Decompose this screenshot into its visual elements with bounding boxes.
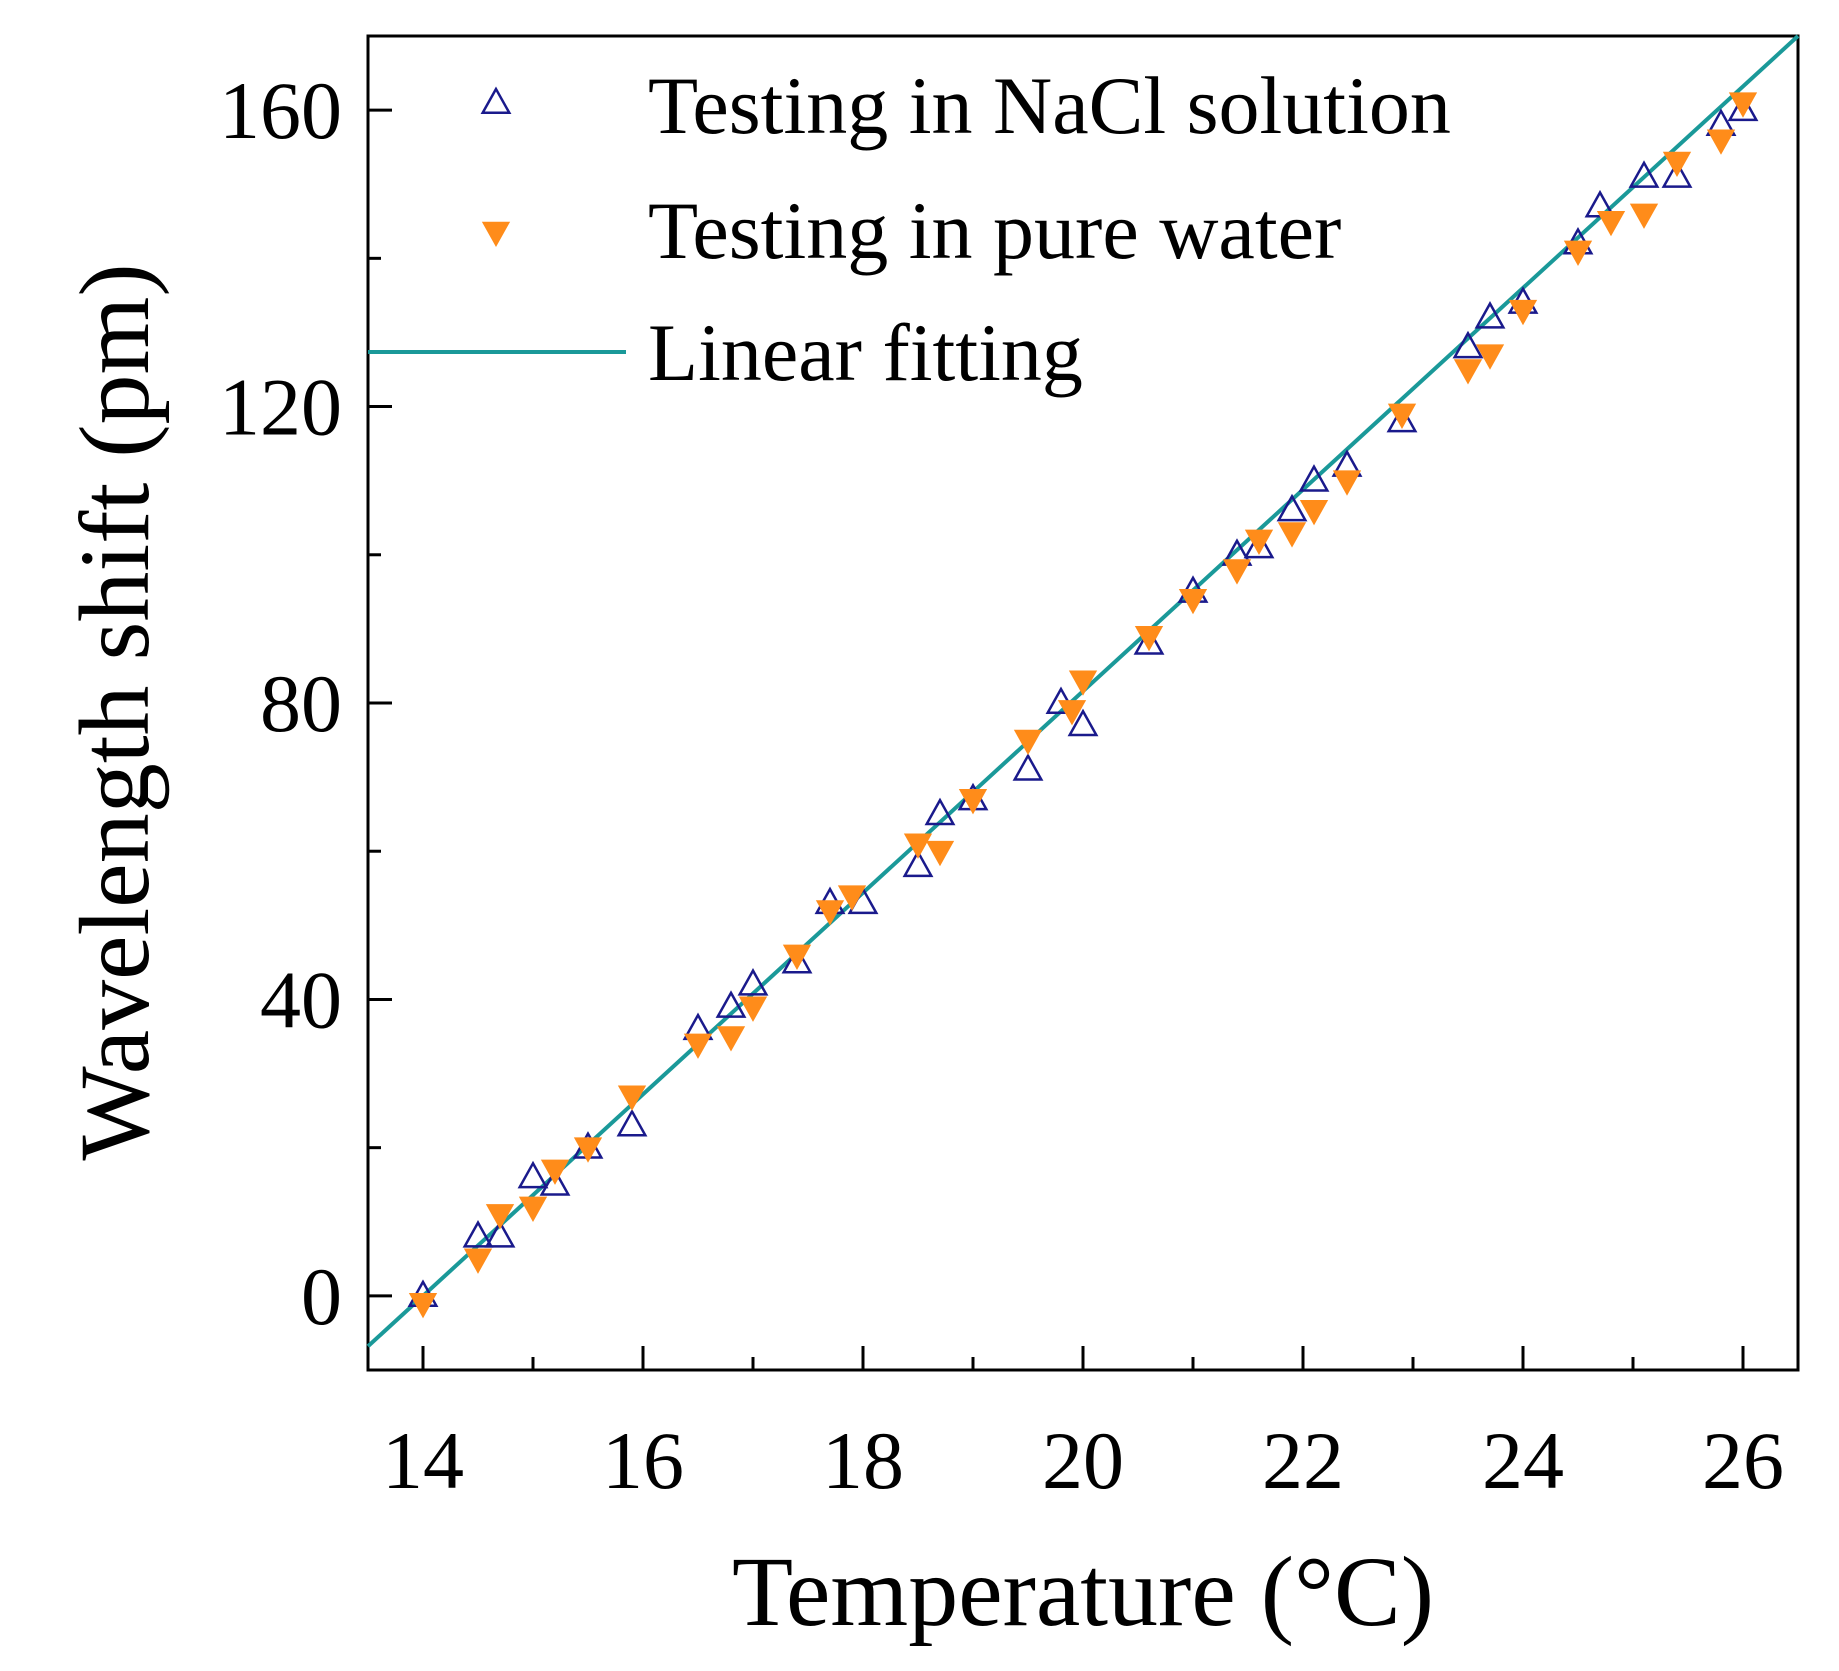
water-point (903, 833, 933, 859)
water-point (738, 996, 768, 1022)
legend-label-fit: Linear fitting (648, 307, 1083, 398)
water-point (1244, 529, 1274, 555)
water-point (573, 1137, 603, 1163)
water-point (1728, 92, 1758, 118)
legend-marker-nacl (480, 86, 512, 115)
x-tick-label: 18 (822, 1415, 904, 1506)
legend: Testing in NaCl solution Testing in pure… (368, 60, 1451, 398)
legend-label-nacl: Testing in NaCl solution (648, 60, 1451, 151)
water-point (1178, 588, 1208, 615)
y-tick-label: 80 (260, 658, 342, 749)
legend-entry-water: Testing in pure water (481, 185, 1341, 276)
nacl-point (715, 990, 747, 1018)
nacl-point (737, 968, 769, 996)
nacl-point (1012, 753, 1044, 781)
water-point (1453, 359, 1483, 385)
nacl-point (1452, 330, 1484, 359)
nacl-point (484, 1220, 516, 1248)
water-point (518, 1196, 548, 1222)
water-point (1508, 299, 1538, 326)
legend-entry-nacl: Testing in NaCl solution (480, 60, 1451, 151)
water-point (683, 1033, 713, 1059)
water-point (1057, 700, 1087, 726)
legend-entry-fit: Linear fitting (368, 307, 1083, 398)
x-tick-label: 16 (602, 1415, 684, 1506)
nacl-point (1386, 404, 1418, 433)
water-point (1596, 210, 1626, 237)
water-point (1563, 240, 1593, 266)
water-point (1629, 203, 1659, 229)
y-tick-label: 0 (301, 1251, 342, 1342)
y-axis-title: Wavelength shift (pm) (59, 263, 170, 1160)
x-tick-label: 24 (1482, 1415, 1564, 1506)
water-point (716, 1026, 746, 1052)
nacl-point (517, 1160, 549, 1189)
water-point (1332, 470, 1362, 496)
nacl-point (1067, 708, 1099, 737)
water-point (1706, 129, 1736, 155)
x-tick-label: 14 (382, 1415, 464, 1506)
water-point (958, 789, 988, 815)
water-point (815, 900, 845, 926)
x-tick-label: 20 (1042, 1415, 1124, 1506)
x-tick-label: 26 (1702, 1415, 1784, 1506)
nacl-point (1474, 301, 1506, 329)
water-point (408, 1293, 438, 1319)
nacl-point (924, 797, 956, 826)
water-point (782, 944, 812, 971)
nacl-point (1243, 530, 1275, 559)
y-tick-label: 160 (219, 65, 342, 156)
nacl-point (1133, 627, 1165, 655)
water-point (1013, 729, 1043, 756)
water-point (1134, 626, 1164, 652)
nacl-point (1298, 464, 1330, 492)
legend-label-water: Testing in pure water (648, 185, 1341, 276)
axis-ticks (368, 108, 1745, 1370)
nacl-point (462, 1220, 494, 1248)
y-tick-label: 40 (260, 954, 342, 1045)
water-point (925, 840, 955, 867)
nacl-point (781, 945, 813, 974)
x-axis-title: Temperature (°C) (732, 1536, 1434, 1647)
water-point (1068, 670, 1098, 696)
water-point (1222, 559, 1252, 585)
water-point (485, 1204, 515, 1230)
water-point (1475, 344, 1505, 370)
nacl-point (1661, 160, 1693, 188)
water-point (1277, 522, 1307, 548)
water-point (540, 1159, 570, 1185)
water-point (837, 885, 867, 911)
x-tick-label: 22 (1262, 1415, 1344, 1506)
nacl-point (616, 1108, 648, 1137)
water-point (1662, 151, 1692, 178)
nacl-point (902, 849, 934, 878)
water-point (617, 1085, 647, 1111)
data-markers (407, 92, 1759, 1319)
nacl-point (539, 1168, 571, 1196)
nacl-point (1628, 160, 1660, 188)
water-point (1387, 403, 1417, 429)
water-point (463, 1248, 493, 1274)
water-point (1299, 500, 1329, 526)
nacl-point (1276, 493, 1308, 522)
y-tick-label: 120 (219, 362, 342, 453)
legend-marker-water (481, 221, 511, 248)
axis-tick-labels: 14 16 18 20 22 24 26 0 40 80 120 160 (219, 65, 1784, 1506)
nacl-point (1727, 93, 1759, 122)
